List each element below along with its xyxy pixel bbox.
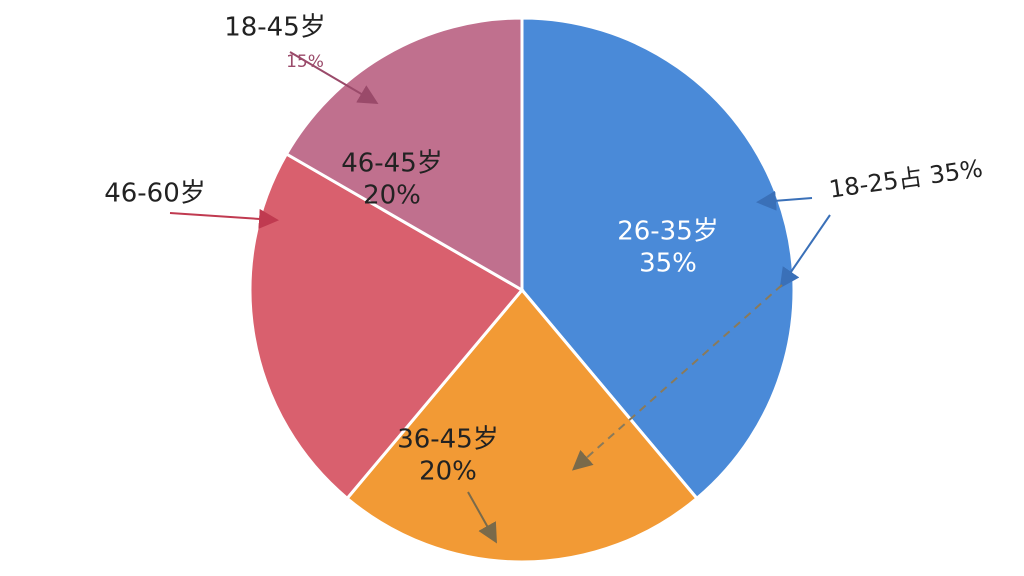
slice-label: 26-35岁 — [617, 217, 719, 247]
slice-value-label: 20% — [363, 181, 421, 211]
pie-slice — [284, 16, 524, 293]
slice-label: 36-45岁 — [397, 425, 499, 455]
arrow — [572, 284, 783, 471]
arrow — [467, 491, 497, 544]
arrows — [169, 51, 831, 544]
pie-slice — [345, 287, 699, 564]
slice-label: 46-45岁 — [341, 149, 443, 179]
arrow — [779, 214, 831, 289]
annotation: 46-60岁 — [104, 179, 206, 209]
arrow — [289, 51, 379, 105]
slice-label: 18-45岁 — [224, 13, 326, 43]
slice-value-label: 15% — [286, 52, 324, 72]
slice-value-label: 35% — [639, 249, 697, 279]
pie-slice — [248, 151, 525, 501]
slice-value-label: 20% — [419, 457, 477, 487]
pie — [248, 16, 796, 564]
annotation: 18-25占 35% — [827, 154, 984, 203]
arrow — [756, 190, 813, 211]
pie-slice — [520, 16, 796, 501]
arrow — [169, 208, 279, 229]
